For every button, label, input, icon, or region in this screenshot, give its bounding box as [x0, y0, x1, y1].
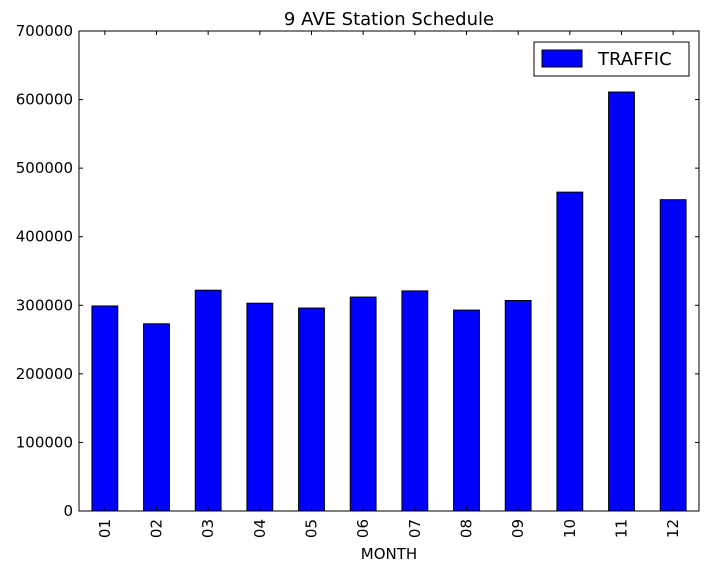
x-tick-label: 12 [664, 519, 682, 538]
bar-04 [246, 302, 274, 512]
bar-09 [504, 299, 532, 512]
x-tick-label: 02 [148, 519, 166, 538]
bar-07 [401, 290, 429, 512]
legend-swatch [541, 49, 583, 68]
chart-title: 9 AVE Station Schedule [284, 9, 494, 30]
x-axis-label: MONTH [361, 545, 417, 563]
y-tick-label: 200000 [16, 365, 73, 383]
x-tick-label: 04 [251, 519, 269, 538]
y-tick-label: 500000 [16, 159, 73, 177]
x-tick-label: 10 [561, 519, 579, 538]
y-tick-label: 0 [63, 502, 73, 520]
y-tick-label: 300000 [16, 296, 73, 314]
bars-group [91, 91, 687, 512]
x-tick-label: 01 [96, 519, 114, 538]
y-tick-label: 700000 [16, 22, 73, 40]
bar-06 [349, 296, 377, 512]
x-tick-label: 11 [613, 519, 631, 538]
y-tick-label: 400000 [16, 228, 73, 246]
bar-01 [91, 305, 119, 512]
bar-03 [194, 289, 222, 512]
bar-11 [608, 91, 635, 512]
bar-02 [143, 323, 170, 512]
bar-08 [453, 309, 480, 512]
x-tick-label: 07 [406, 519, 424, 538]
plot-frame [78, 30, 700, 512]
bar-10 [556, 191, 584, 512]
x-tick-label: 03 [199, 519, 217, 538]
x-tick-label: 09 [509, 519, 527, 538]
y-tick-label: 600000 [16, 91, 73, 109]
x-tick-label: 05 [303, 519, 321, 538]
legend-label: TRAFFIC [597, 49, 672, 70]
y-tick-label: 100000 [16, 433, 73, 451]
bar-12 [659, 199, 687, 512]
x-tick-label: 08 [458, 519, 476, 538]
x-axis-ticks: 01 02 03 04 05 06 07 08 09 10 11 12 [96, 31, 682, 538]
legend: TRAFFIC [533, 41, 690, 77]
bar-05 [298, 307, 325, 512]
x-tick-label: 06 [354, 519, 372, 538]
y-axis-ticks: 0 100000 200000 300000 400000 500000 600000 700… [16, 22, 699, 520]
